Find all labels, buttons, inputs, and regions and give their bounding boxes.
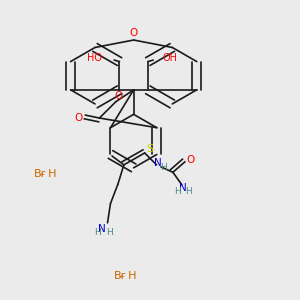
Text: H: H <box>106 228 113 237</box>
Text: Br: Br <box>34 169 46 179</box>
Text: – H: – H <box>119 271 136 281</box>
Text: N: N <box>179 183 187 193</box>
Text: N: N <box>98 224 106 234</box>
Text: H: H <box>174 187 181 196</box>
Text: O: O <box>114 92 122 101</box>
Text: O: O <box>130 28 138 38</box>
Text: OH: OH <box>162 53 177 63</box>
Text: N: N <box>154 158 162 168</box>
Text: HO: HO <box>87 53 102 63</box>
Text: O: O <box>74 113 83 123</box>
Text: S: S <box>146 144 154 154</box>
Text: H: H <box>185 187 192 196</box>
Text: H: H <box>160 163 167 172</box>
Text: H: H <box>94 228 100 237</box>
Text: Br: Br <box>114 271 127 281</box>
Text: – H: – H <box>39 169 56 179</box>
Text: O: O <box>186 154 194 164</box>
